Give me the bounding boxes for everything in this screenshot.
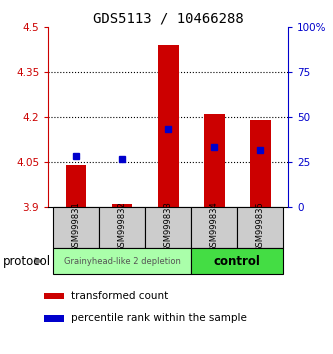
Title: GDS5113 / 10466288: GDS5113 / 10466288 <box>93 11 243 25</box>
Text: GSM999832: GSM999832 <box>118 201 127 252</box>
Text: GSM999831: GSM999831 <box>72 201 81 252</box>
Bar <box>158 45 178 207</box>
Bar <box>66 165 86 207</box>
Bar <box>237 207 283 248</box>
Bar <box>53 207 99 248</box>
Text: Grainyhead-like 2 depletion: Grainyhead-like 2 depletion <box>64 257 180 266</box>
Bar <box>44 315 64 322</box>
Text: GSM999833: GSM999833 <box>164 201 173 252</box>
Bar <box>191 248 283 274</box>
Bar <box>99 207 145 248</box>
Text: percentile rank within the sample: percentile rank within the sample <box>71 313 247 323</box>
Text: GSM999835: GSM999835 <box>256 201 265 252</box>
Text: GSM999834: GSM999834 <box>210 201 219 252</box>
Bar <box>191 207 237 248</box>
Bar <box>112 204 133 207</box>
Text: transformed count: transformed count <box>71 291 168 301</box>
Bar <box>53 248 191 274</box>
Bar <box>44 293 64 299</box>
Bar <box>145 207 191 248</box>
Bar <box>250 120 271 207</box>
Bar <box>204 114 225 207</box>
Text: control: control <box>214 255 261 268</box>
Text: protocol: protocol <box>3 255 52 268</box>
